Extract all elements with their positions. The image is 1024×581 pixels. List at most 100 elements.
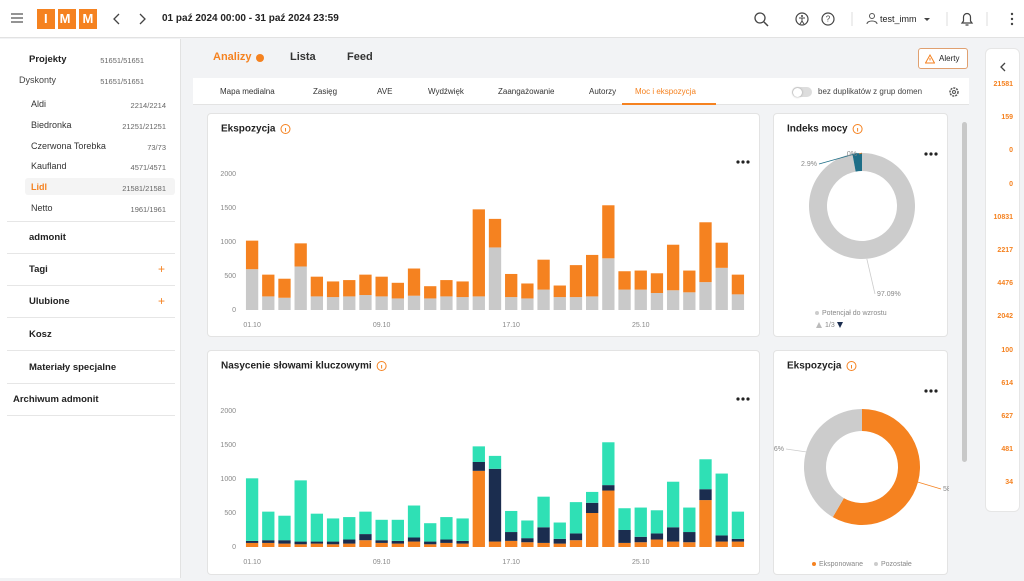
subtab[interactable]: Zasięg <box>313 87 338 96</box>
project-label[interactable]: Projekty <box>29 54 67 65</box>
bar-segment <box>537 542 550 547</box>
donut-slice <box>809 153 915 259</box>
bar-segment <box>505 540 518 547</box>
bar-segment <box>650 293 664 310</box>
menu-dot[interactable] <box>924 389 928 393</box>
bar-segment <box>472 470 485 547</box>
leader-line <box>866 258 876 295</box>
menu-dot[interactable] <box>736 160 740 164</box>
project-item[interactable]: Lidl <box>31 182 47 193</box>
menu-dot[interactable] <box>736 397 740 401</box>
y-tick-label: 1000 <box>220 239 236 246</box>
bar-segment <box>245 478 259 541</box>
y-tick-label: 1500 <box>220 442 236 449</box>
bar-segment <box>326 297 340 310</box>
bar-segment <box>294 541 307 545</box>
add-button[interactable]: + <box>158 294 166 308</box>
subtab[interactable]: Mapa medialna <box>220 87 275 96</box>
bar-segment <box>521 520 534 539</box>
logo[interactable]: IMM <box>37 9 97 29</box>
legend-label[interactable]: Eksponowane <box>819 561 863 568</box>
bar-segment <box>310 543 324 547</box>
date-range[interactable]: 01 paź 2024 00:00 - 31 paź 2024 23:59 <box>162 13 339 24</box>
legend-label[interactable]: Pozostałe <box>881 561 912 568</box>
legend-next[interactable] <box>837 322 843 328</box>
view-tab[interactable]: Analizy <box>213 51 252 63</box>
subtab[interactable]: AVE <box>377 87 393 96</box>
bar-segment <box>634 542 647 547</box>
bar-segment <box>634 289 647 310</box>
menu-dot[interactable] <box>741 397 745 401</box>
bar-segment <box>586 296 599 310</box>
slice-label: 97.09% <box>877 291 901 298</box>
toggle-label: bez duplikatów z grup domen <box>818 87 923 96</box>
subtab[interactable]: Zaangażowanie <box>498 87 555 96</box>
info-icon[interactable] <box>846 361 857 371</box>
section-label[interactable]: Tagi <box>29 264 48 275</box>
subtab[interactable]: Moc i ekspozycja <box>635 87 696 96</box>
group-label[interactable]: Dyskonty <box>19 75 57 85</box>
sidebar: Projekty 51651/51651 Dyskonty 51651/51651 Al… <box>0 39 181 578</box>
info-icon[interactable] <box>376 361 387 371</box>
bar-segment <box>602 485 615 491</box>
toolbar-icons[interactable]: ? <box>752 10 1022 28</box>
menu-dot[interactable] <box>929 389 933 393</box>
bar-segment <box>245 542 259 547</box>
bar-segment <box>537 259 550 290</box>
toggle[interactable] <box>792 87 812 97</box>
project-item-count: 2214/2214 <box>130 101 166 110</box>
settings-icon[interactable] <box>948 86 960 98</box>
menu-button[interactable] <box>10 12 24 24</box>
section-label[interactable]: Materiały specjalne <box>29 362 117 373</box>
project-item[interactable]: Kaufland <box>31 161 67 172</box>
add-button[interactable]: + <box>158 262 166 276</box>
bar-segment <box>375 296 388 310</box>
legend-label[interactable]: Potencjał do wzrostu <box>822 310 887 317</box>
bar-segment <box>715 535 728 542</box>
menu-dot[interactable] <box>746 160 750 164</box>
active-item-bg <box>25 178 175 196</box>
chart-title: Ekspozycja <box>787 361 842 372</box>
info-badge <box>256 54 264 62</box>
bar-segment <box>375 519 388 541</box>
slice-label: 0% <box>847 151 857 158</box>
bar-segment <box>326 281 340 298</box>
project-item[interactable]: Biedronka <box>31 119 72 130</box>
menu-dot[interactable] <box>929 152 933 156</box>
menu-dot[interactable] <box>741 160 745 164</box>
view-tab[interactable]: Feed <box>347 51 373 63</box>
divider <box>7 350 175 351</box>
info-icon[interactable] <box>852 124 863 134</box>
bar-segment <box>440 539 453 543</box>
menu-dot[interactable] <box>934 389 938 393</box>
collapse-button[interactable] <box>998 62 1008 72</box>
x-tick-label: 25.10 <box>632 322 650 329</box>
project-item[interactable]: Netto <box>31 203 53 213</box>
project-item[interactable]: Czerwona Torebka <box>31 140 106 151</box>
scrollbar[interactable] <box>962 122 967 462</box>
alerts-button[interactable]: Alerty <box>918 48 968 69</box>
user-name[interactable]: test_imm <box>880 14 917 24</box>
subtab[interactable]: Wydźwięk <box>428 87 464 96</box>
bar-segment <box>359 274 372 296</box>
view-tab[interactable]: Lista <box>290 51 316 63</box>
menu-dot[interactable] <box>934 152 938 156</box>
rail-count: 10831 <box>993 213 1013 221</box>
info-icon[interactable] <box>280 124 291 134</box>
bar-segment <box>569 297 583 310</box>
section-label[interactable]: Archiwum admonit <box>13 394 99 405</box>
menu-dot[interactable] <box>924 152 928 156</box>
bar-segment <box>553 538 566 544</box>
date-nav[interactable] <box>111 13 151 25</box>
x-tick-label: 17.10 <box>502 322 520 329</box>
bar-segment <box>683 532 696 543</box>
menu-dot[interactable] <box>746 397 750 401</box>
bar-segment <box>569 533 583 541</box>
section-label[interactable]: Ulubione <box>29 296 70 307</box>
section-label[interactable]: Kosz <box>29 329 52 340</box>
legend-prev[interactable] <box>816 322 822 328</box>
section-label[interactable]: admonit <box>29 232 66 243</box>
subtab[interactable]: Autorzy <box>589 87 617 96</box>
project-item[interactable]: Aldi <box>31 99 47 109</box>
